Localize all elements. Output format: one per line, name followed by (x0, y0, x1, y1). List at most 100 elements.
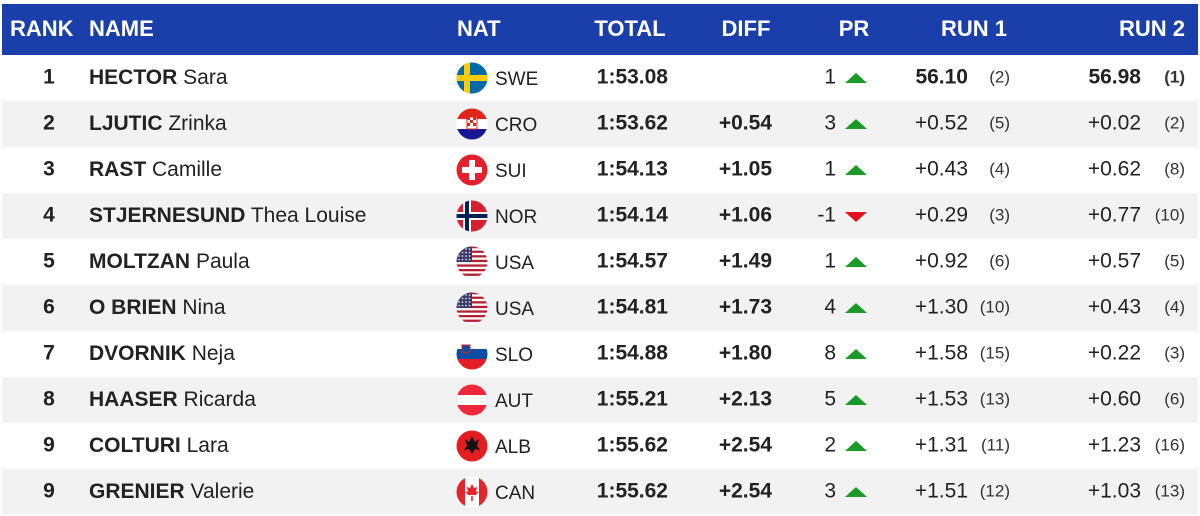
athlete-name: GRENIER Valerie (89, 480, 254, 503)
arrow-up (845, 165, 867, 175)
flag-art (456, 200, 488, 232)
column-header: RANK (10, 16, 74, 41)
last-name: GRENIER (89, 480, 185, 503)
run1-rank: (4) (989, 159, 1010, 178)
last-name: HECTOR (89, 66, 177, 89)
last-name: RAST (89, 158, 146, 181)
first-name: Paula (196, 250, 250, 273)
flag-part (468, 255, 471, 257)
flag-part (465, 251, 467, 254)
run1-time: +1.58 (915, 342, 968, 365)
athlete-name: STJERNESUND Thea Louise (89, 204, 366, 227)
column-header: NAME (89, 16, 154, 41)
flag-part (456, 264, 488, 267)
column-header: RUN 2 (1119, 16, 1185, 41)
pr: -1 (817, 204, 836, 227)
run2-time: +0.60 (1088, 388, 1141, 411)
run1-time: +1.51 (915, 480, 968, 503)
athlete-name: RAST Camille (89, 158, 222, 181)
column-header: TOTAL (594, 16, 665, 41)
flag-part (465, 297, 467, 300)
row-background (2, 147, 1198, 193)
arrow-up (845, 349, 867, 359)
flag-part (470, 120, 473, 123)
flag-part (473, 123, 476, 126)
flag-part (467, 123, 470, 126)
rank: 2 (43, 112, 55, 135)
run2-rank: (2) (1164, 113, 1185, 132)
rank: 6 (43, 296, 55, 319)
run1-rank: (11) (981, 435, 1010, 454)
last-name: O BRIEN (89, 296, 177, 319)
last-name: DVORNIK (89, 342, 186, 365)
flag-part (461, 258, 464, 261)
row-background (2, 469, 1198, 515)
run1-rank: (3) (989, 205, 1010, 224)
run2-rank: (3) (1164, 343, 1185, 362)
run2-rank: (13) (1155, 481, 1185, 500)
flag-art (456, 292, 488, 324)
flag-part (456, 108, 488, 119)
arrow-up (845, 441, 867, 451)
row-background (2, 239, 1198, 285)
nation: SUI (495, 161, 527, 182)
total-time: 1:53.08 (597, 66, 669, 89)
athlete-name: O BRIEN Nina (89, 296, 226, 319)
first-name: Neja (192, 342, 236, 365)
rank: 9 (43, 434, 55, 457)
flag-part (456, 315, 488, 318)
nation: CRO (495, 115, 537, 136)
row-background (2, 285, 1198, 331)
flag-art (456, 62, 488, 94)
flag-part (456, 359, 488, 370)
rank: 3 (43, 158, 55, 181)
flag-part (461, 251, 464, 254)
athlete-name: LJUTIC Zrinka (89, 112, 227, 135)
flag-part (456, 476, 465, 508)
flag-part (461, 297, 464, 300)
run2-time: +0.77 (1088, 204, 1141, 227)
flag-part (461, 344, 471, 354)
first-name: Lara (187, 434, 229, 457)
pr: 1 (824, 66, 836, 89)
flag (456, 292, 488, 324)
run1-time: +0.43 (915, 158, 968, 181)
arrow-up (845, 487, 867, 497)
first-name: Camille (152, 158, 222, 181)
arrow-up (845, 257, 867, 267)
rank: 7 (43, 342, 55, 365)
flag-part (456, 269, 488, 272)
flag (456, 430, 488, 462)
first-name: Zrinka (168, 112, 227, 135)
run1-rank: (12) (980, 481, 1010, 500)
flag-art (456, 476, 488, 508)
first-name: Nina (182, 296, 226, 319)
flag-part (464, 436, 480, 454)
flag-part (461, 304, 464, 307)
pr: 8 (824, 342, 836, 365)
flag-part (461, 255, 464, 257)
pr: 1 (824, 250, 836, 273)
run2-time: +0.22 (1088, 342, 1141, 365)
flag (456, 476, 488, 508)
flag-art (456, 384, 488, 416)
row-background (2, 55, 1198, 101)
row-background (2, 193, 1198, 239)
header-bar (2, 4, 1198, 55)
run2-time: 56.98 (1088, 66, 1141, 89)
flag-part (456, 349, 488, 359)
nation: SLO (495, 345, 533, 366)
run1-rank: (5) (989, 113, 1010, 132)
diff: +1.05 (719, 158, 772, 181)
run1-rank: (6) (989, 251, 1010, 270)
row-background (2, 331, 1198, 377)
diff: +1.49 (719, 250, 772, 273)
run2-rank: (1) (1164, 67, 1185, 86)
flag-art (456, 430, 488, 462)
arrow-up (845, 395, 867, 405)
arrow-up (845, 119, 867, 129)
first-name: Sara (183, 66, 228, 89)
diff: +1.73 (719, 296, 772, 319)
arrow-up (845, 73, 867, 83)
